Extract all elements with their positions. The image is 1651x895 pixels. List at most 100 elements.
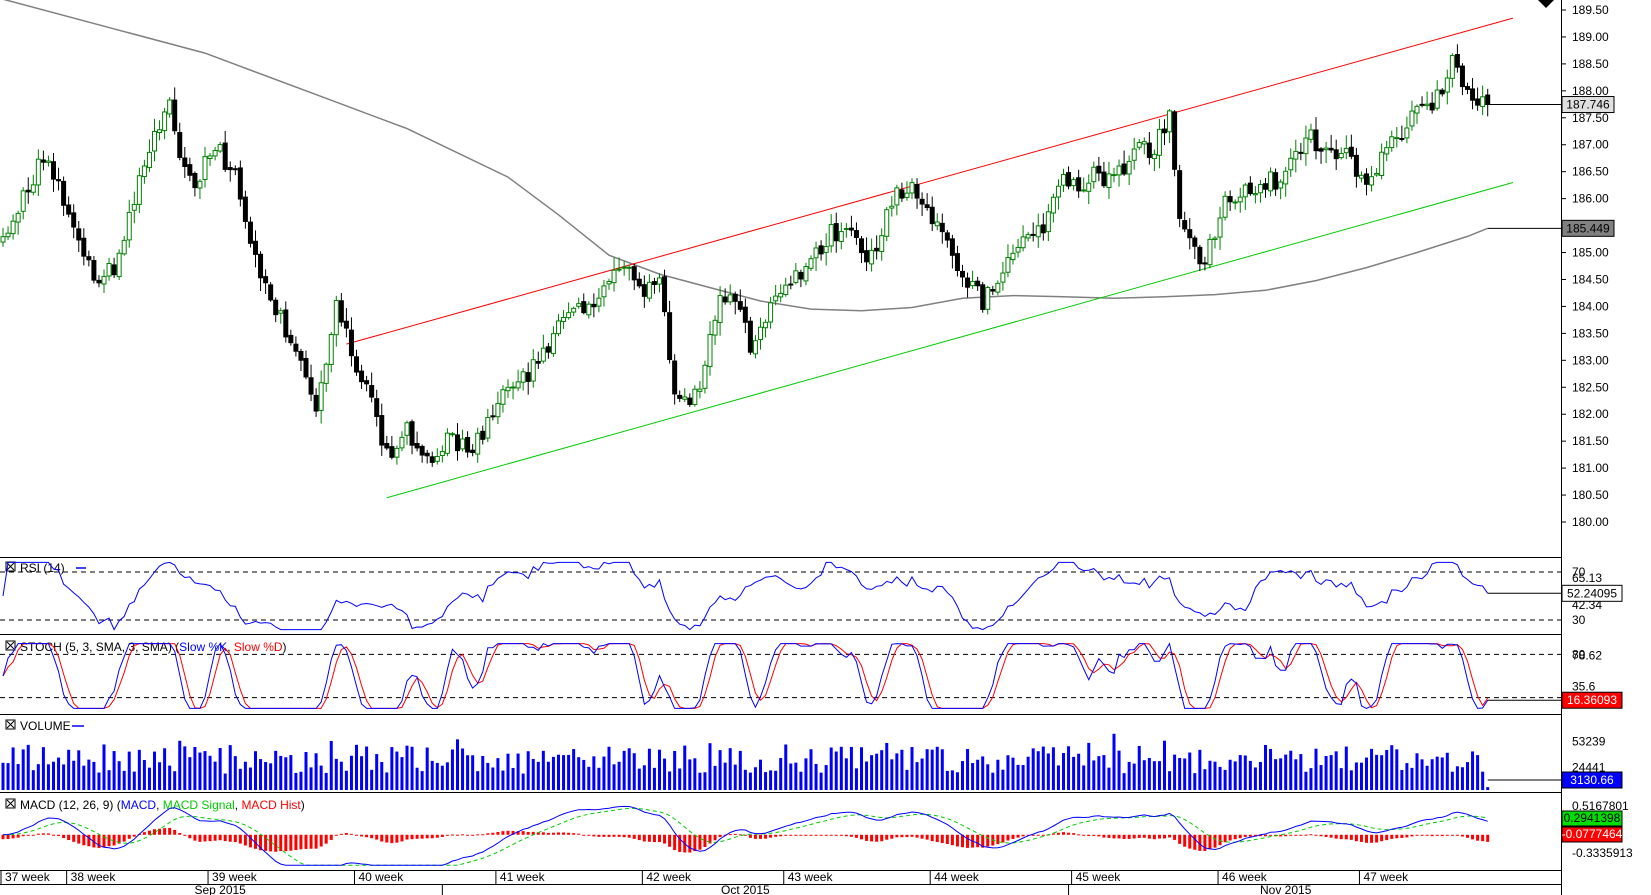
volume-bar [1122,773,1126,790]
candle-body [348,329,354,357]
candle-body [596,297,602,307]
macd-hist-bar [471,834,475,836]
volume-bar [400,757,404,790]
volume-bar [688,759,692,790]
macd-hist-bar [294,834,298,851]
candle-body [798,271,804,280]
macd-hist-bar [1410,834,1414,837]
macd-pane[interactable]: MACD (12, 26, 9) (MACD, MACD Signal, MAC… [1,798,1634,866]
macd-hist-bar [279,834,283,852]
macd-hist-bar [809,834,813,836]
volume-tick-label: 24441 [1572,761,1606,775]
macd-hist-bar [501,831,505,835]
volume-bar [728,748,732,790]
volume-bar [1354,762,1358,790]
close-icon[interactable] [5,719,16,730]
svg-text:3130.66: 3130.66 [1570,773,1614,787]
volume-bar [961,761,964,790]
volume-bar [6,763,10,790]
macd-hist-bar [733,833,737,835]
volume-bar [1072,756,1076,790]
macd-hist-bar [743,834,747,836]
macd-hist-bar [1001,834,1005,843]
macd-hist-bar [339,833,343,835]
volume-bar [153,751,156,790]
volume-bar [1218,766,1222,790]
volume-bar [950,770,954,790]
macd-hist-bar [1359,834,1363,842]
volume-bar [1097,756,1101,790]
volume-bar [511,767,515,790]
macd-hist-bar [1051,833,1055,835]
candle-body [1015,246,1021,253]
macd-hist-bar [1450,834,1454,836]
price-tick-label: 186.00 [1572,192,1609,206]
volume-bar [738,750,742,790]
volume-bar [228,745,232,790]
candle-body [51,161,56,180]
rsi-line [0,561,1561,631]
macd-hist-bar [961,834,964,848]
volume-bar [440,765,444,790]
candle-body [394,447,400,458]
macd-hist-bar [1218,834,1222,846]
macd-hist-bar [385,834,389,843]
candle-body [278,310,284,314]
candle-body [505,386,511,392]
macd-hist-bar [688,834,692,853]
candle-body [970,280,976,287]
close-icon[interactable] [5,640,16,651]
volume-bar [652,767,656,790]
candle-body [1010,252,1016,261]
macd-hist-bar [456,834,459,836]
macd-hist-bar [562,832,566,835]
candle-body [1131,148,1137,161]
volume-bar [557,754,560,790]
macd-hist-bar [243,834,247,846]
macd-hist-bar [481,834,485,836]
macd-hist-bar [1299,834,1303,836]
candle-body [864,250,870,263]
candle-body [1237,196,1243,203]
macd-hist-bar [1329,834,1333,838]
macd-hist-bar [521,831,525,835]
macd-hist-bar [1087,834,1091,837]
candle-body [1404,127,1410,139]
price-pane[interactable]: 189.50 189.00 188.50 188.00 187.50 187.00 186.… [0,0,1615,529]
stoch-pane[interactable]: STOCH (5, 3, SMA, 3, SMA) (Slow %K, Slow… [0,640,1623,709]
macd-hist-bar [799,834,803,836]
candle-body [1005,257,1011,273]
candle-body [1364,173,1369,185]
volume-bar [218,748,222,790]
volume-bar [31,770,35,790]
macd-hist-bar [1067,832,1071,835]
volume-bar [925,749,929,790]
candle-body [25,189,31,193]
volume-pane[interactable]: VOLUME 53239 24441 3130.66 [1,719,1623,790]
macd-hist-bar [1420,834,1424,836]
volume-bar [435,762,439,790]
candle-body [1222,195,1228,218]
volume-bar [1440,757,1444,790]
candle-body [207,155,213,160]
volume-bar [647,748,651,790]
close-icon[interactable] [5,798,16,809]
macd-hist-bar [1082,834,1086,836]
macd-hist-bar [698,834,702,850]
candle-body [980,284,986,310]
volume-bar [915,762,919,790]
candle-body [121,239,127,255]
macd-hist-bar [46,833,50,835]
macd-hist-bar [435,834,439,838]
volume-bar [1102,755,1106,790]
volume-bar [1415,753,1419,790]
candle-body [96,279,102,284]
candle-body [263,276,269,284]
candle-body [460,438,466,450]
macd-hist-bar [627,834,631,838]
scroll-arrow-icon[interactable] [1538,0,1554,8]
volume-bar [1314,748,1318,790]
week-label: 40 week [359,870,405,884]
macd-hist-bar [445,834,449,836]
